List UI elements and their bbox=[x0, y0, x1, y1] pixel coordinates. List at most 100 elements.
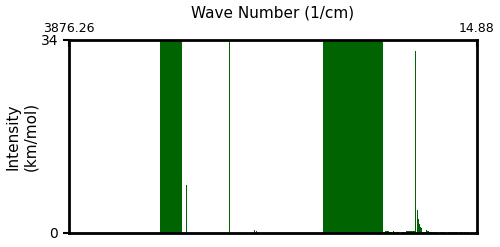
Bar bbox=[381, 40, 382, 233]
Bar bbox=[332, 226, 333, 233]
Bar bbox=[453, 232, 454, 233]
Bar bbox=[370, 40, 372, 233]
Bar bbox=[331, 225, 332, 233]
Bar bbox=[355, 40, 356, 233]
Bar bbox=[168, 40, 169, 233]
Bar bbox=[426, 232, 427, 233]
Bar bbox=[367, 231, 368, 233]
Bar bbox=[334, 40, 335, 233]
Bar bbox=[421, 228, 422, 233]
Bar bbox=[356, 40, 357, 233]
Bar bbox=[178, 40, 179, 233]
Bar bbox=[402, 232, 404, 233]
Bar bbox=[426, 230, 427, 233]
Bar bbox=[446, 232, 448, 233]
Bar bbox=[429, 232, 430, 233]
Bar bbox=[371, 40, 372, 233]
Bar bbox=[445, 232, 446, 233]
Bar bbox=[170, 40, 172, 233]
Bar bbox=[332, 40, 333, 233]
Bar bbox=[437, 232, 438, 233]
Bar bbox=[364, 231, 366, 233]
Bar bbox=[378, 231, 380, 233]
Bar bbox=[160, 40, 162, 233]
Bar bbox=[326, 170, 327, 233]
Bar bbox=[375, 231, 376, 233]
Bar bbox=[364, 40, 365, 233]
Bar bbox=[174, 40, 175, 233]
Bar bbox=[326, 40, 328, 233]
Bar bbox=[423, 232, 424, 233]
Bar bbox=[367, 40, 368, 233]
Bar bbox=[345, 40, 346, 233]
Bar bbox=[333, 40, 334, 233]
Bar bbox=[327, 207, 328, 233]
Bar bbox=[374, 231, 375, 233]
Bar bbox=[369, 40, 370, 233]
Bar bbox=[414, 231, 415, 233]
Bar bbox=[364, 40, 366, 233]
Bar bbox=[343, 40, 344, 233]
Bar bbox=[372, 40, 374, 233]
Bar bbox=[176, 40, 178, 233]
Bar bbox=[382, 232, 384, 233]
Bar bbox=[330, 40, 331, 233]
Bar bbox=[456, 232, 457, 233]
Bar bbox=[334, 40, 336, 233]
Bar bbox=[430, 232, 432, 233]
Bar bbox=[325, 131, 326, 233]
Bar bbox=[351, 230, 352, 233]
Bar bbox=[370, 40, 371, 233]
Bar bbox=[432, 232, 433, 233]
Bar bbox=[165, 40, 166, 233]
Bar bbox=[342, 40, 343, 233]
Bar bbox=[394, 232, 395, 233]
Bar bbox=[409, 231, 410, 233]
Bar bbox=[358, 40, 359, 233]
Bar bbox=[324, 40, 325, 233]
Bar bbox=[374, 40, 375, 233]
Bar bbox=[411, 231, 412, 233]
Bar bbox=[348, 40, 349, 233]
Bar bbox=[351, 40, 352, 233]
Bar bbox=[440, 232, 441, 233]
Bar bbox=[325, 40, 326, 233]
Bar bbox=[327, 40, 328, 233]
Bar bbox=[382, 40, 383, 233]
Bar bbox=[464, 232, 465, 233]
Bar bbox=[337, 40, 338, 233]
Bar bbox=[353, 40, 354, 233]
Bar bbox=[335, 40, 336, 233]
Bar bbox=[326, 40, 327, 233]
Bar bbox=[467, 232, 468, 233]
Bar bbox=[360, 40, 362, 233]
Bar bbox=[352, 231, 353, 233]
Bar bbox=[363, 40, 364, 233]
Bar bbox=[331, 40, 332, 233]
Bar bbox=[357, 40, 358, 233]
Bar bbox=[346, 40, 348, 233]
Bar bbox=[342, 40, 344, 233]
Bar bbox=[361, 40, 362, 233]
Bar bbox=[368, 40, 369, 233]
Bar bbox=[376, 40, 377, 233]
Bar bbox=[418, 219, 419, 233]
Bar bbox=[332, 40, 334, 233]
X-axis label: Wave Number (1/cm): Wave Number (1/cm) bbox=[191, 5, 354, 21]
Bar bbox=[344, 40, 346, 233]
Bar bbox=[398, 232, 400, 233]
Bar bbox=[354, 40, 355, 233]
Bar bbox=[330, 223, 331, 233]
Bar bbox=[408, 231, 409, 233]
Bar bbox=[164, 40, 165, 233]
Bar bbox=[373, 40, 374, 233]
Bar bbox=[424, 232, 425, 233]
Bar bbox=[365, 40, 366, 233]
Bar bbox=[407, 231, 408, 233]
Bar bbox=[376, 231, 377, 233]
Bar bbox=[430, 232, 431, 233]
Bar bbox=[417, 210, 418, 233]
Bar bbox=[339, 40, 340, 233]
Bar bbox=[448, 232, 449, 233]
Bar bbox=[459, 232, 460, 233]
